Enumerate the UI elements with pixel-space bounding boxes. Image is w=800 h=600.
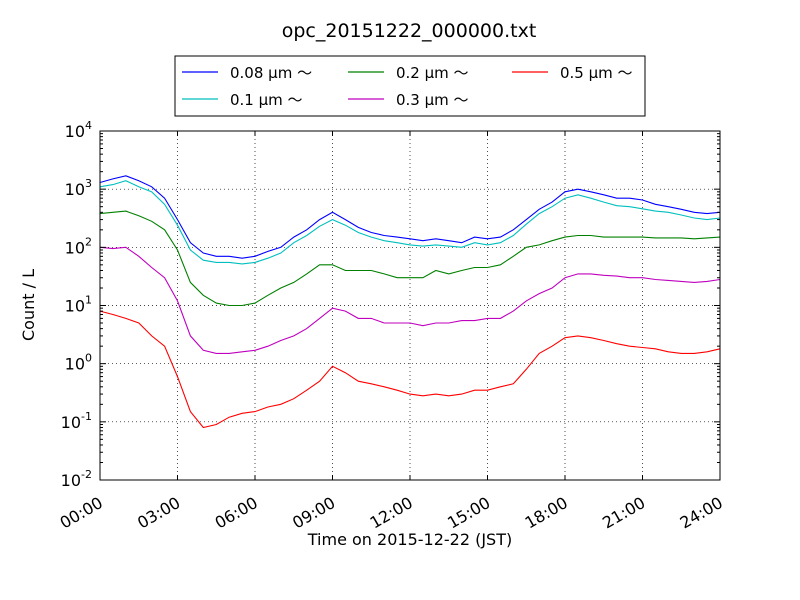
- y-tick-label: 100: [65, 352, 92, 374]
- legend: 0.08 μm ～ 0.1 μm ～ 0.2 μm ～ 0.3 μm ～ 0.5 μm …: [174, 55, 646, 117]
- y-axis-label: Count / L: [19, 269, 38, 341]
- legend-label: 0.5 μm ～: [560, 64, 633, 82]
- y-tick-label: 101: [65, 294, 92, 316]
- legend-label: 0.3 μm ～: [396, 91, 469, 109]
- chart-title: opc_20151222_000000.txt: [282, 20, 537, 42]
- y-tick-label: 102: [65, 235, 92, 257]
- series-line-1: [99, 180, 721, 265]
- grid-lines: [100, 131, 720, 480]
- y-tick-label: 104: [65, 119, 92, 141]
- y-tick-label: 103: [65, 177, 92, 199]
- series-line-3: [99, 246, 721, 354]
- legend-label: 0.2 μm ～: [396, 64, 469, 82]
- y-tick-label: 10-2: [61, 468, 92, 490]
- x-axis-label: Time on 2015-12-22 (JST): [307, 530, 512, 549]
- legend-label: 0.1 μm ～: [230, 91, 303, 109]
- y-axis-ticks: 10-2 10-1 100 101 102 103 104: [61, 119, 720, 490]
- legend-entries: 0.08 μm ～ 0.1 μm ～ 0.2 μm ～ 0.3 μm ～ 0.5 μm …: [182, 64, 633, 109]
- legend-frame: [174, 55, 646, 117]
- series-lines: [99, 175, 721, 429]
- series-line-0: [99, 175, 721, 259]
- series-line-2: [99, 210, 721, 307]
- series-line-4: [99, 310, 721, 429]
- y-tick-label: 10-1: [61, 410, 92, 432]
- legend-label: 0.08 μm ～: [230, 64, 312, 82]
